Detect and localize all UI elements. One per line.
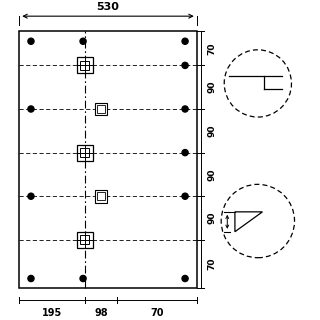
Circle shape xyxy=(182,106,188,112)
Bar xyxy=(97,192,105,200)
Text: 90: 90 xyxy=(207,81,216,93)
Text: 70: 70 xyxy=(150,308,164,318)
Circle shape xyxy=(80,38,86,44)
Text: 530: 530 xyxy=(97,2,119,12)
Bar xyxy=(80,235,89,244)
Circle shape xyxy=(182,276,188,282)
Circle shape xyxy=(182,62,188,68)
Circle shape xyxy=(28,106,34,112)
Text: 70: 70 xyxy=(207,258,216,270)
Bar xyxy=(19,31,197,288)
Bar xyxy=(77,145,92,161)
Circle shape xyxy=(182,38,188,44)
Circle shape xyxy=(28,276,34,282)
Bar xyxy=(80,148,89,157)
Text: 70: 70 xyxy=(207,42,216,55)
Text: 98: 98 xyxy=(94,308,108,318)
Bar xyxy=(97,105,105,113)
Text: 195: 195 xyxy=(42,308,62,318)
Text: 90: 90 xyxy=(207,168,216,181)
Text: 90: 90 xyxy=(207,212,216,224)
Circle shape xyxy=(182,149,188,156)
Bar xyxy=(77,57,92,73)
Circle shape xyxy=(80,276,86,282)
Circle shape xyxy=(182,193,188,199)
Bar xyxy=(77,232,92,248)
Text: 90: 90 xyxy=(207,124,216,137)
Bar xyxy=(95,103,108,116)
Circle shape xyxy=(28,193,34,199)
Bar xyxy=(95,190,108,203)
Circle shape xyxy=(28,38,34,44)
Bar xyxy=(80,61,89,70)
